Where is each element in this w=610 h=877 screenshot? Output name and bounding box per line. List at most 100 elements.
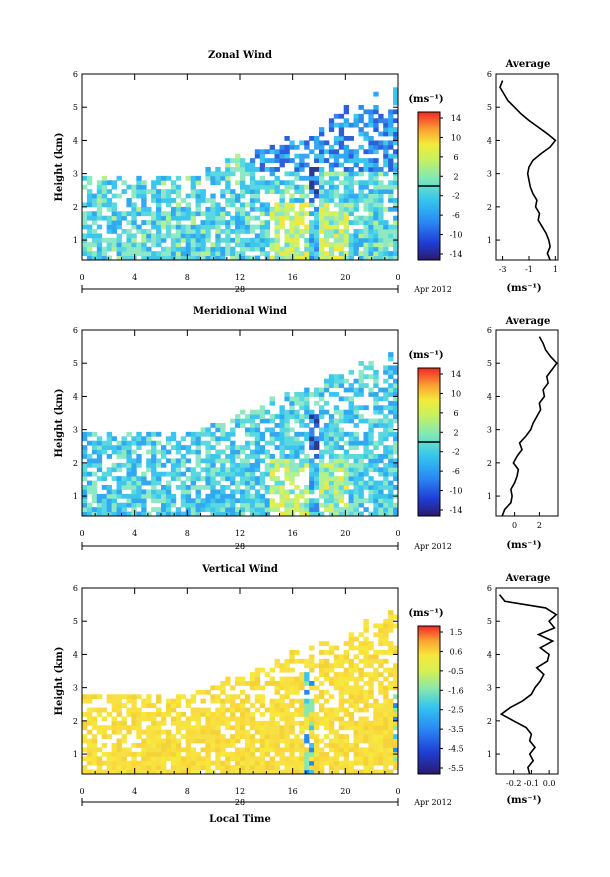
- heatmap-cell: [106, 202, 113, 208]
- heatmap-cell: [82, 449, 88, 455]
- heatmap-cell: [264, 720, 271, 726]
- heatmap-cell: [205, 493, 211, 499]
- heatmap-cell: [319, 251, 325, 256]
- heatmap-cell: [388, 712, 394, 717]
- heatmap-cell: [393, 184, 399, 190]
- heatmap-cell: [244, 480, 251, 486]
- heatmap-cell: [151, 756, 157, 762]
- heatmap-cell: [328, 418, 335, 424]
- heatmap-cell: [319, 462, 325, 468]
- heatmap-cell: [205, 449, 211, 455]
- heatmap-cell: [220, 423, 226, 428]
- heatmap-cell: [230, 246, 236, 252]
- heatmap-cell: [269, 184, 275, 190]
- heatmap-cell: [363, 725, 369, 731]
- heatmap-cell: [274, 707, 280, 713]
- heatmap-cell: [116, 175, 122, 181]
- heatmap-cell: [353, 162, 359, 168]
- heatmap-cell: [101, 180, 108, 186]
- heatmap-cell: [165, 769, 172, 775]
- heatmap-cell: [96, 202, 103, 208]
- heatmap-cell: [274, 224, 280, 230]
- heatmap-cell: [333, 458, 340, 464]
- heatmap-cell: [259, 224, 266, 230]
- heatmap-cell: [309, 703, 315, 708]
- heatmap-cell: [170, 215, 177, 221]
- heatmap-cell: [388, 703, 394, 708]
- heatmap-cell: [249, 237, 256, 243]
- heatmap-cell: [353, 720, 359, 726]
- heatmap-cell: [146, 489, 152, 495]
- heatmap-cell: [249, 476, 256, 481]
- heatmap-cell: [205, 458, 211, 464]
- heatmap-cell: [244, 489, 251, 495]
- heatmap-cell: [309, 246, 315, 252]
- heatmap-cell: [373, 105, 379, 110]
- heatmap-cell: [378, 471, 384, 477]
- heatmap-cell: [314, 712, 320, 717]
- heatmap-cell: [393, 396, 399, 402]
- heatmap-cell: [289, 507, 295, 512]
- heatmap-cell: [309, 431, 315, 437]
- heatmap-cell: [195, 229, 201, 234]
- heatmap-cell: [368, 189, 374, 194]
- heatmap-cell: [195, 751, 201, 757]
- heatmap-cell: [363, 162, 369, 168]
- heatmap-cell: [151, 454, 157, 459]
- heatmap-cell: [378, 672, 384, 677]
- heatmap-cell: [388, 423, 394, 428]
- heatmap-cell: [205, 175, 211, 181]
- heatmap-cell: [274, 489, 280, 495]
- heatmap-cell: [82, 436, 88, 442]
- heatmap-cell: [373, 237, 379, 243]
- heatmap-cell: [388, 462, 394, 468]
- heatmap-cell: [86, 189, 93, 194]
- heatmap-cell: [141, 246, 147, 252]
- y-tick-label: 5: [73, 617, 78, 626]
- heatmap-cell: [200, 189, 206, 194]
- heatmap-cell: [225, 511, 231, 517]
- heatmap-cell: [314, 153, 320, 159]
- heatmap-cell: [319, 493, 325, 499]
- heatmap-cell: [353, 445, 359, 450]
- heatmap-cell: [309, 229, 315, 234]
- heatmap-cell: [116, 467, 122, 473]
- heatmap-cell: [86, 489, 93, 495]
- heatmap-cell: [383, 641, 389, 646]
- heatmap-cell: [170, 467, 177, 473]
- heatmap-cell: [358, 229, 364, 234]
- heatmap-cell: [353, 206, 359, 212]
- heatmap-cell: [161, 189, 167, 194]
- heatmap-cell: [274, 180, 280, 186]
- heatmap-cell: [151, 725, 157, 731]
- heatmap-cell: [151, 251, 157, 256]
- heatmap-cell: [106, 255, 113, 261]
- heatmap-cell: [279, 511, 285, 517]
- heatmap-cell: [294, 454, 300, 459]
- heatmap-cell: [358, 405, 364, 411]
- heatmap-cell: [96, 769, 103, 775]
- heatmap-cell: [338, 378, 345, 384]
- heatmap-cell: [195, 756, 201, 762]
- heatmap-cell: [225, 502, 231, 508]
- heatmap-cell: [304, 246, 310, 252]
- heatmap-cell: [333, 751, 340, 757]
- heatmap-cell: [200, 729, 206, 735]
- heatmap-cell: [210, 246, 216, 252]
- heatmap-cell: [96, 712, 103, 717]
- heatmap-cell: [175, 716, 182, 722]
- heatmap-cell: [136, 769, 142, 775]
- heatmap-cell: [195, 738, 201, 744]
- heatmap-cell: [244, 224, 251, 230]
- heatmap-cell: [116, 255, 122, 261]
- heatmap-cell: [338, 751, 345, 757]
- heatmap-cell: [299, 738, 305, 744]
- heatmap-cell: [136, 246, 142, 252]
- heatmap-cell: [383, 769, 389, 775]
- heatmap-cell: [319, 716, 325, 722]
- heatmap-cell: [363, 498, 369, 504]
- heatmap-cell: [378, 405, 384, 411]
- heatmap-cell: [383, 206, 389, 212]
- heatmap-cell: [368, 144, 374, 150]
- heatmap-cell: [240, 458, 246, 464]
